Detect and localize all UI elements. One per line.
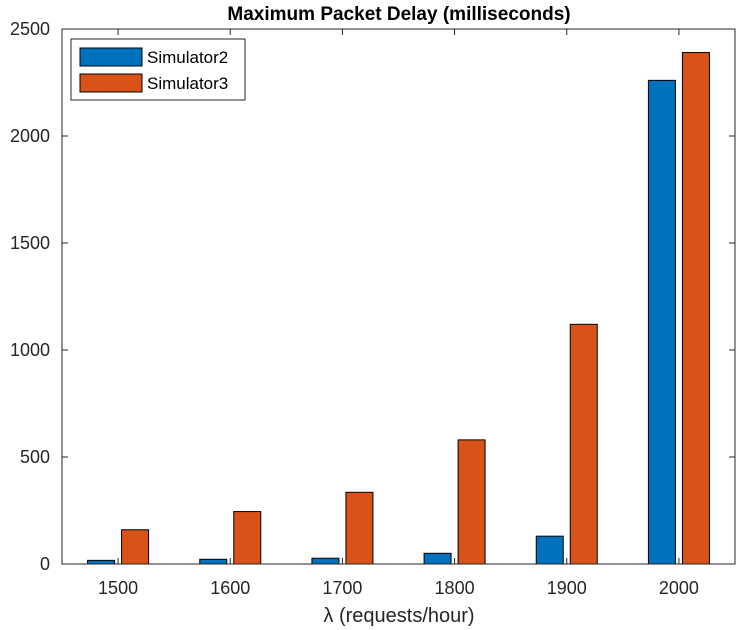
bar-simulator2-1700 [311,557,340,565]
y-tick-label: 2000 [10,126,50,146]
bar-simulator2-2000 [647,79,676,565]
y-tick-label: 2500 [10,19,50,39]
y-tick-label: 1500 [10,233,50,253]
bar-simulator3-2000 [681,52,710,565]
plot-area [62,29,735,564]
y-tick-label: 500 [20,447,50,467]
y-tick-label: 1000 [10,340,50,360]
bar-simulator3-1900 [569,323,598,565]
bar-simulator2-1800 [423,552,452,565]
x-tick-label: 1800 [435,578,475,598]
bar-simulator3-1700 [345,491,374,565]
legend-swatch-simulator3 [79,73,143,93]
bars-group [87,52,710,565]
x-tick-label: 1500 [98,578,138,598]
axes-group: 0 500 1000 1500 2000 2500 1500 1600 1700 1800 1900… [10,19,736,598]
legend-swatch-simulator2 [79,47,143,67]
x-tick-label: 2000 [659,578,699,598]
x-axis-label: λ (requests/hour) [323,605,474,627]
x-tick-label: 1600 [210,578,250,598]
bar-simulator2-1900 [535,535,564,565]
bar-simulator3-1600 [233,511,262,565]
y-tick-label: 0 [40,554,50,574]
legend: Simulator2 Simulator3 [70,38,246,101]
axes-box [61,28,736,565]
bar-simulator2-1500 [87,559,116,565]
x-tick-label: 1700 [322,578,362,598]
bar-simulator3-1500 [121,529,150,565]
bar-simulator3-1800 [457,439,486,565]
bar-simulator2-1600 [199,558,228,565]
legend-label-simulator2: Simulator2 [147,48,228,67]
chart-title: Maximum Packet Delay (milliseconds) [227,4,570,25]
x-tick-label: 1900 [547,578,587,598]
legend-label-simulator3: Simulator3 [147,74,228,93]
